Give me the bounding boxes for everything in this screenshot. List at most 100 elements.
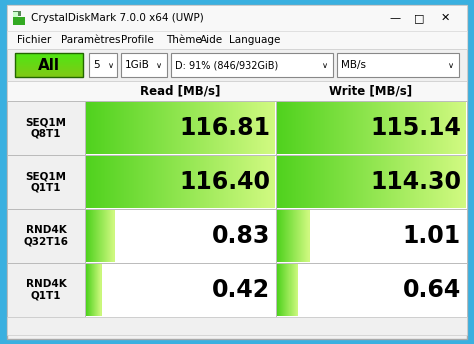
Bar: [302, 210, 304, 262]
Text: Fichier: Fichier: [17, 35, 51, 45]
Bar: [289, 156, 291, 208]
Bar: [119, 156, 120, 208]
Bar: [465, 156, 466, 208]
Bar: [319, 156, 320, 208]
Bar: [340, 156, 341, 208]
Bar: [218, 156, 219, 208]
Bar: [367, 102, 368, 154]
Bar: [134, 102, 136, 154]
Bar: [115, 102, 117, 154]
Bar: [15, 55, 83, 56]
Bar: [210, 102, 211, 154]
Bar: [203, 102, 204, 154]
Bar: [331, 156, 332, 208]
Bar: [188, 156, 190, 208]
Bar: [206, 156, 208, 208]
Bar: [316, 102, 318, 154]
Bar: [283, 210, 284, 262]
Bar: [462, 102, 464, 154]
Bar: [330, 156, 331, 208]
Bar: [15, 76, 83, 77]
Bar: [433, 102, 435, 154]
Bar: [99, 156, 100, 208]
Bar: [297, 156, 299, 208]
Bar: [180, 102, 182, 154]
Bar: [394, 102, 395, 154]
Bar: [178, 102, 180, 154]
Bar: [94, 210, 96, 262]
Bar: [157, 156, 158, 208]
Bar: [443, 156, 445, 208]
Bar: [289, 102, 291, 154]
Bar: [7, 81, 467, 101]
Bar: [155, 156, 156, 208]
Bar: [265, 102, 266, 154]
Bar: [141, 102, 143, 154]
Bar: [142, 156, 144, 208]
Bar: [103, 210, 105, 262]
Bar: [301, 102, 302, 154]
Bar: [90, 264, 91, 316]
Bar: [445, 102, 447, 154]
Bar: [152, 102, 154, 154]
Bar: [335, 102, 337, 154]
Bar: [239, 102, 240, 154]
Bar: [212, 102, 213, 154]
Bar: [15, 64, 83, 65]
Bar: [276, 155, 467, 209]
Bar: [119, 102, 120, 154]
Bar: [403, 102, 404, 154]
Bar: [284, 102, 285, 154]
Bar: [333, 102, 335, 154]
Bar: [133, 102, 135, 154]
Bar: [401, 102, 402, 154]
Bar: [283, 264, 285, 316]
Bar: [343, 156, 345, 208]
Bar: [304, 156, 306, 208]
Bar: [305, 102, 307, 154]
Bar: [337, 53, 459, 77]
Bar: [363, 156, 365, 208]
Bar: [409, 156, 410, 208]
Bar: [91, 156, 92, 208]
Bar: [232, 102, 234, 154]
Bar: [89, 102, 91, 154]
Bar: [442, 102, 444, 154]
Bar: [98, 102, 100, 154]
Bar: [446, 102, 447, 154]
Bar: [132, 156, 134, 208]
Bar: [456, 156, 457, 208]
Bar: [409, 102, 410, 154]
Bar: [291, 156, 292, 208]
Bar: [419, 102, 420, 154]
Bar: [254, 102, 255, 154]
Bar: [290, 156, 292, 208]
Bar: [108, 102, 109, 154]
Bar: [191, 156, 192, 208]
Bar: [113, 210, 115, 262]
Bar: [131, 102, 133, 154]
Bar: [245, 102, 246, 154]
Bar: [129, 102, 130, 154]
Bar: [224, 102, 226, 154]
Bar: [368, 156, 370, 208]
Bar: [398, 156, 400, 208]
Bar: [450, 102, 452, 154]
Bar: [172, 102, 173, 154]
Bar: [314, 156, 316, 208]
Bar: [144, 156, 146, 208]
Bar: [454, 102, 456, 154]
Bar: [193, 102, 194, 154]
Bar: [428, 102, 429, 154]
Bar: [121, 53, 167, 77]
Bar: [406, 156, 408, 208]
Bar: [392, 156, 393, 208]
Bar: [325, 102, 327, 154]
Bar: [110, 210, 112, 262]
Bar: [272, 156, 273, 208]
Text: SEQ1M
Q8T1: SEQ1M Q8T1: [26, 117, 66, 139]
Bar: [299, 102, 301, 154]
Bar: [170, 156, 172, 208]
Bar: [266, 156, 267, 208]
Bar: [460, 156, 462, 208]
